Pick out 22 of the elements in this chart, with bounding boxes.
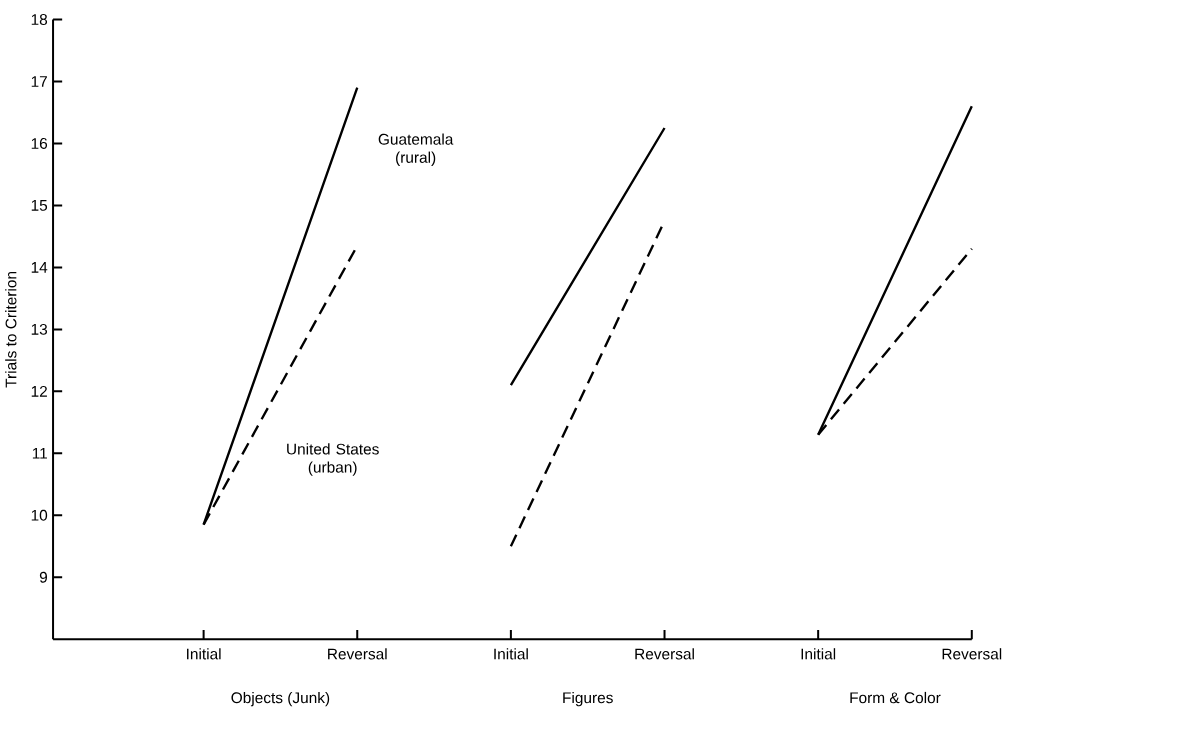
y-tick-label: 12	[31, 385, 47, 397]
x-tick-label: Reversal	[328, 648, 387, 660]
y-tick-label: 13	[31, 323, 48, 335]
y-tick-label: 10	[31, 509, 48, 521]
y-tick-label: 14	[31, 262, 48, 273]
text: Figures	[563, 691, 613, 707]
x-tick-label: Reversal	[942, 648, 1002, 660]
x-tick-label: Initial	[187, 648, 221, 660]
y-tick-label: 16	[31, 137, 48, 149]
text: United States (urban)	[287, 443, 379, 476]
x-tick-label: Initial	[801, 648, 836, 660]
text: Guatemala (rural)	[378, 133, 454, 166]
x-tick-label: Initial	[494, 648, 528, 660]
y-tick-label: 9	[39, 571, 48, 583]
text: Objects (Junk)	[231, 691, 330, 707]
y-axis-title: Trials to Criterion	[5, 271, 17, 388]
y-tick-label: 18	[31, 14, 48, 25]
y-tick-label: 15	[31, 199, 48, 211]
y-tick-label: 11	[32, 447, 47, 459]
text: Form & Color	[850, 691, 941, 704]
x-tick-label: Reversal	[635, 648, 694, 660]
y-tick-label: 17	[31, 76, 47, 87]
